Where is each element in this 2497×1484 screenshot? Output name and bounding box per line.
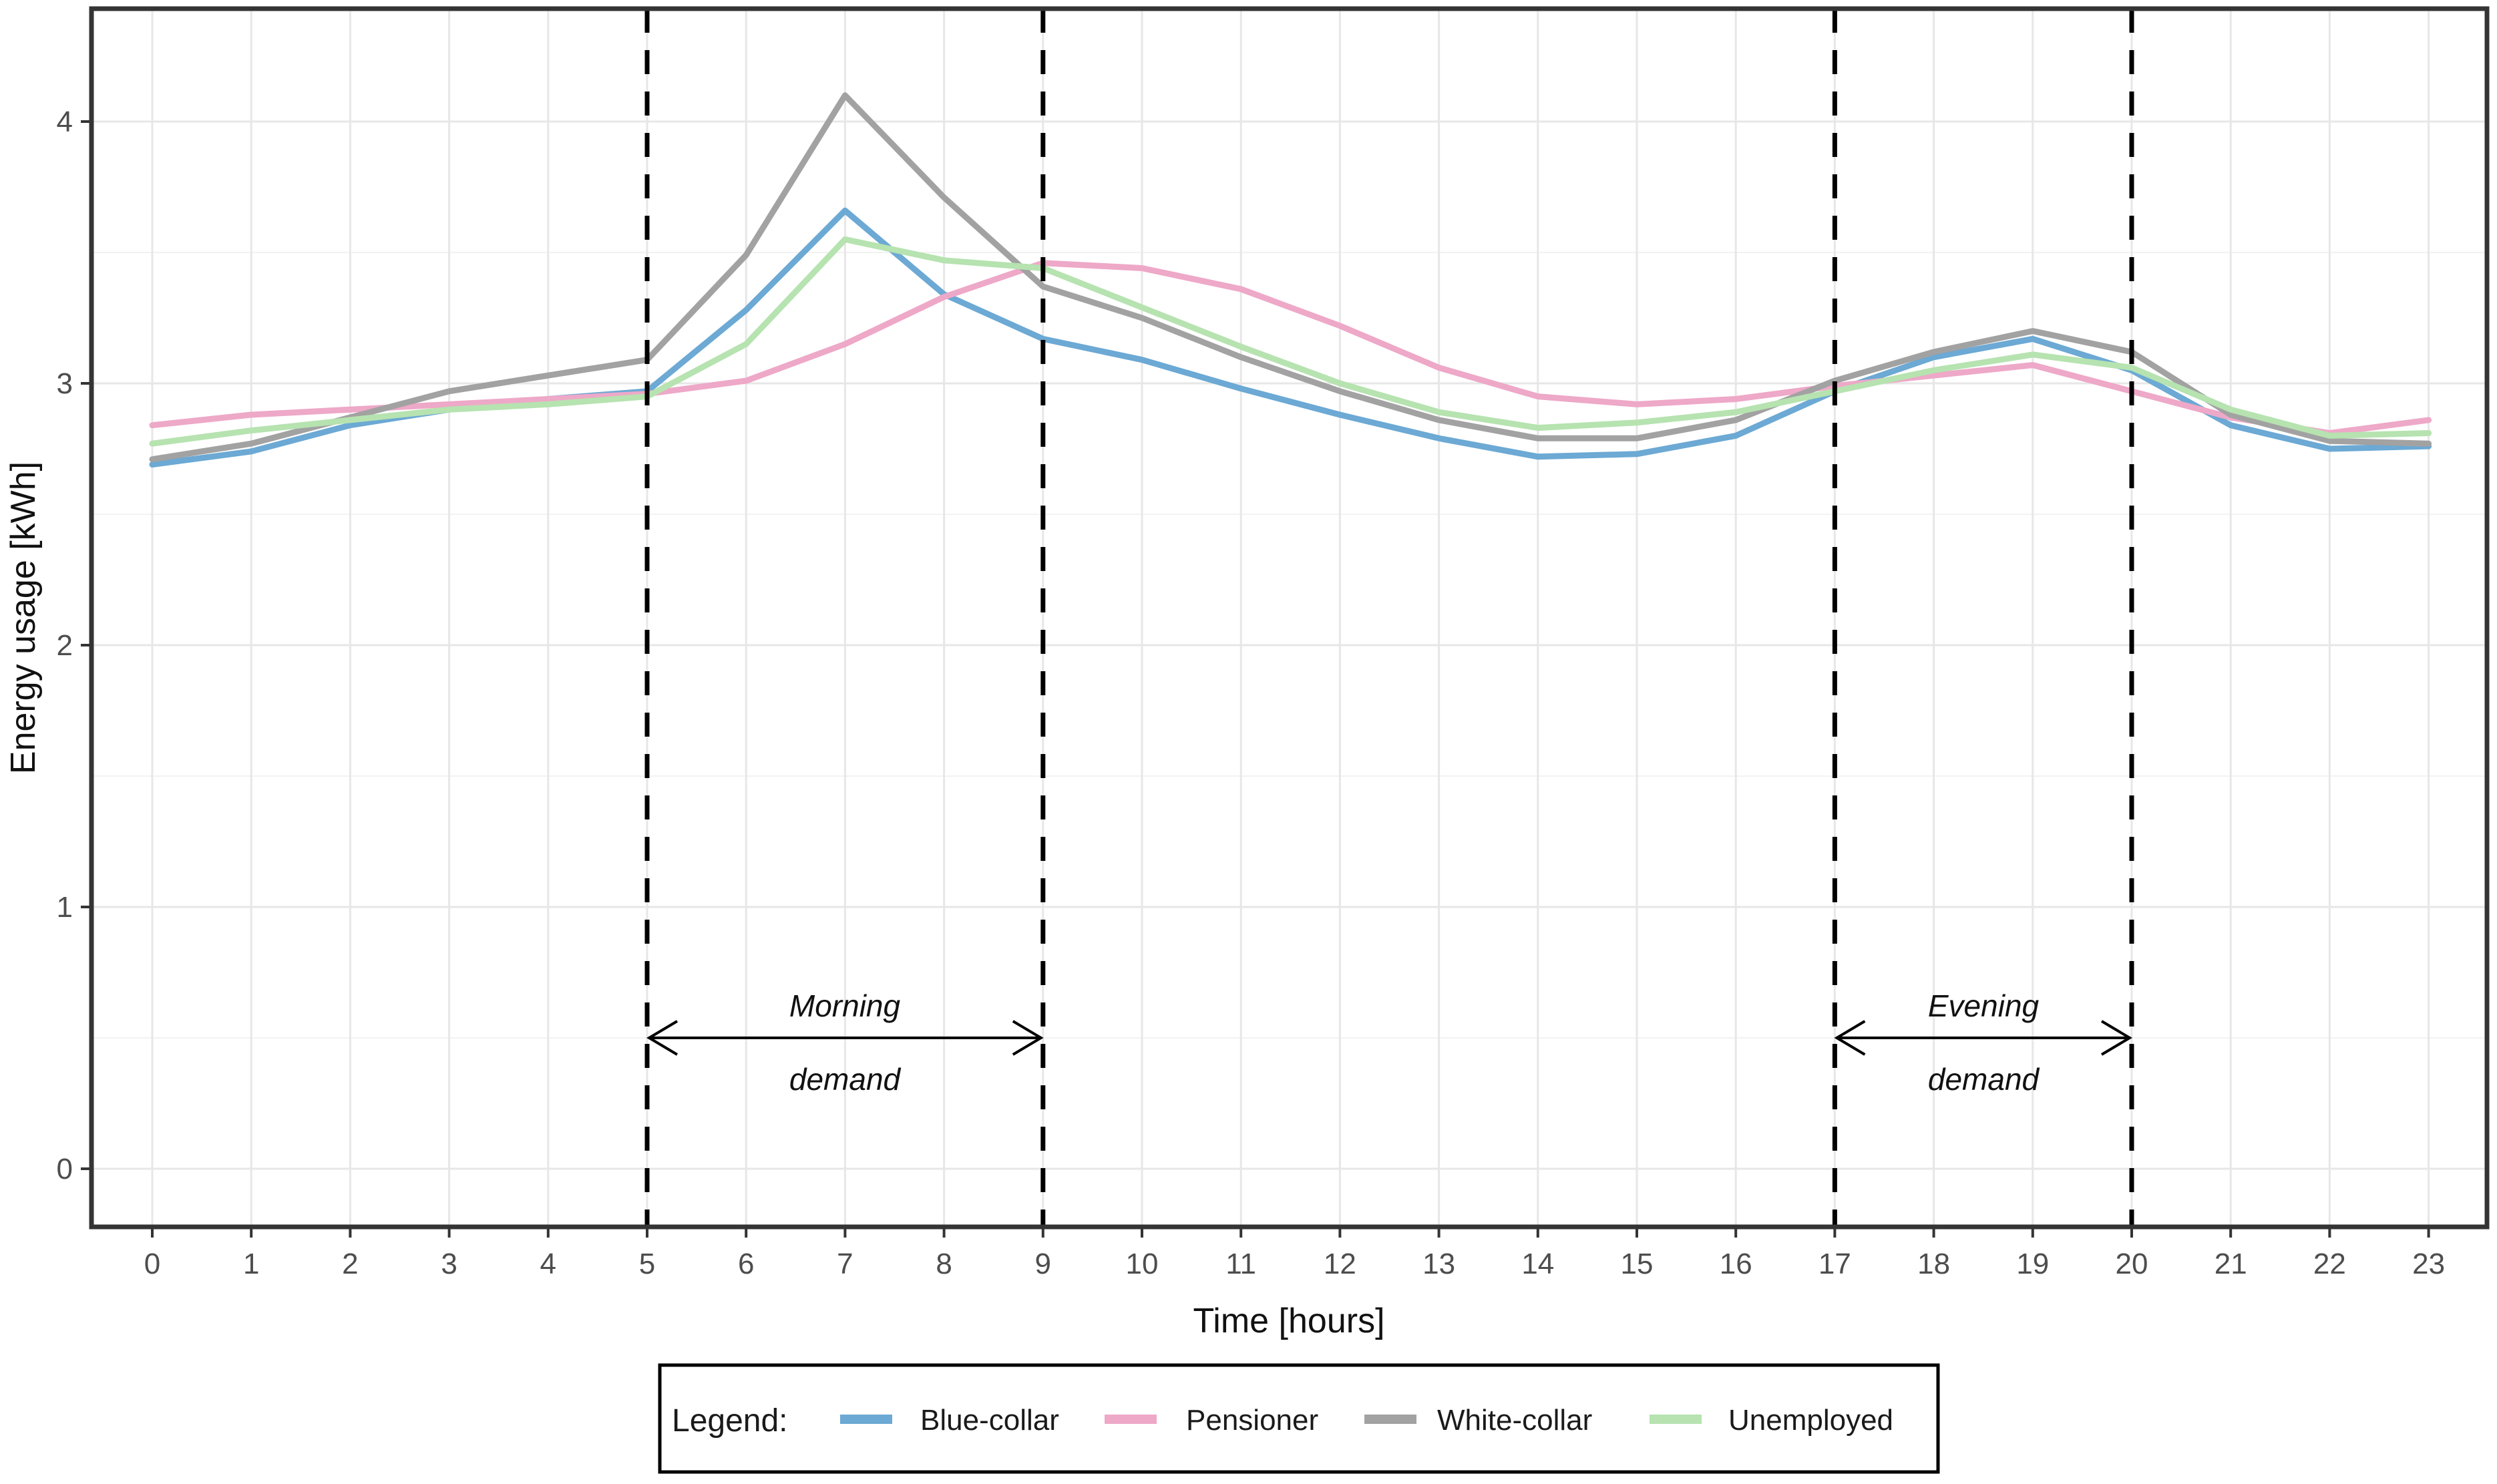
series-line-unemployed	[149, 236, 2432, 447]
x-tick-label: 22	[2313, 1248, 2346, 1280]
x-tick-label: 21	[2215, 1248, 2247, 1280]
legend-label-blue-collar: Blue-collar	[920, 1404, 1059, 1437]
x-tick-label: 11	[1225, 1248, 1256, 1280]
x-tick-label: 9	[1035, 1248, 1051, 1280]
legend-key-unemployed	[1650, 1415, 1702, 1424]
legend-label-white-collar: White-collar	[1437, 1404, 1592, 1437]
x-tick-label: 3	[441, 1248, 457, 1280]
x-tick-label: 15	[1621, 1248, 1654, 1280]
y-tick-label: 2	[57, 629, 73, 662]
legend-key-white-collar	[1364, 1415, 1416, 1424]
x-tick-label: 20	[2116, 1248, 2148, 1280]
x-tick-label: 4	[540, 1248, 556, 1280]
x-tick-label: 16	[1720, 1248, 1752, 1280]
evening-demand-label-line2: demand	[1928, 1062, 2040, 1097]
y-tick-label: 1	[57, 891, 73, 924]
morning-demand-label-line1: Morning	[789, 988, 901, 1023]
x-tick-label: 5	[639, 1248, 655, 1280]
evening-demand-label-line1: Evening	[1928, 988, 2040, 1023]
x-tick-label: 7	[837, 1248, 853, 1280]
morning-demand-arrow-right-head	[1012, 1020, 1044, 1056]
series-line-blue-collar	[149, 207, 2432, 468]
x-tick-label: 0	[144, 1248, 160, 1280]
y-tick-label: 4	[57, 106, 73, 138]
legend-label-pensioner: Pensioner	[1186, 1404, 1318, 1437]
x-tick-label: 12	[1324, 1248, 1356, 1280]
x-tick-label: 19	[2016, 1248, 2049, 1280]
series-line-white-collar	[149, 92, 2432, 463]
gridlines	[91, 9, 2487, 1227]
x-tick-label: 17	[1818, 1248, 1851, 1280]
y-axis-title: Energy usage [kWh]	[4, 461, 43, 774]
x-tick-label: 2	[342, 1248, 358, 1280]
evening-demand-arrow-left-head	[1834, 1020, 1866, 1056]
legend: Legend: Blue-collar Pensioner White-collar…	[658, 1363, 1940, 1474]
x-tick-label: 8	[936, 1248, 952, 1280]
x-tick-label: 10	[1126, 1248, 1159, 1280]
x-axis-title: Time [hours]	[1193, 1302, 1384, 1340]
morning-demand-arrow-left-head	[646, 1020, 679, 1056]
x-tick-label: 1	[243, 1248, 259, 1280]
plot-panel-border	[89, 6, 2490, 1230]
legend-label-unemployed: Unemployed	[1728, 1404, 1893, 1437]
legend-key-blue-collar	[840, 1415, 892, 1424]
y-tick-label: 3	[57, 367, 73, 400]
legend-items: Blue-collar Pensioner White-collar Unemploy…	[840, 1404, 1893, 1437]
x-tick-label: 18	[1917, 1248, 1950, 1280]
legend-title: Legend:	[672, 1403, 788, 1439]
annotation-lines	[644, 9, 2134, 1227]
x-tick-label: 23	[2412, 1248, 2445, 1280]
evening-demand-arrow-right-head	[2100, 1020, 2132, 1056]
legend-key-pensioner	[1105, 1415, 1157, 1424]
series-line-pensioner	[149, 260, 2432, 436]
x-tick-label: 14	[1521, 1248, 1554, 1280]
y-tick-label: 0	[57, 1153, 73, 1185]
series-lines	[149, 92, 2432, 468]
x-tick-label: 13	[1422, 1248, 1455, 1280]
x-tick-label: 6	[738, 1248, 754, 1280]
axes-ticks: 0 1 2 3 4 5 6 7 8 9 10 11 12 13 14 15 16 17 18 19 20 21 22 2301…	[57, 106, 2446, 1280]
morning-demand-label-line2: demand	[789, 1062, 902, 1097]
